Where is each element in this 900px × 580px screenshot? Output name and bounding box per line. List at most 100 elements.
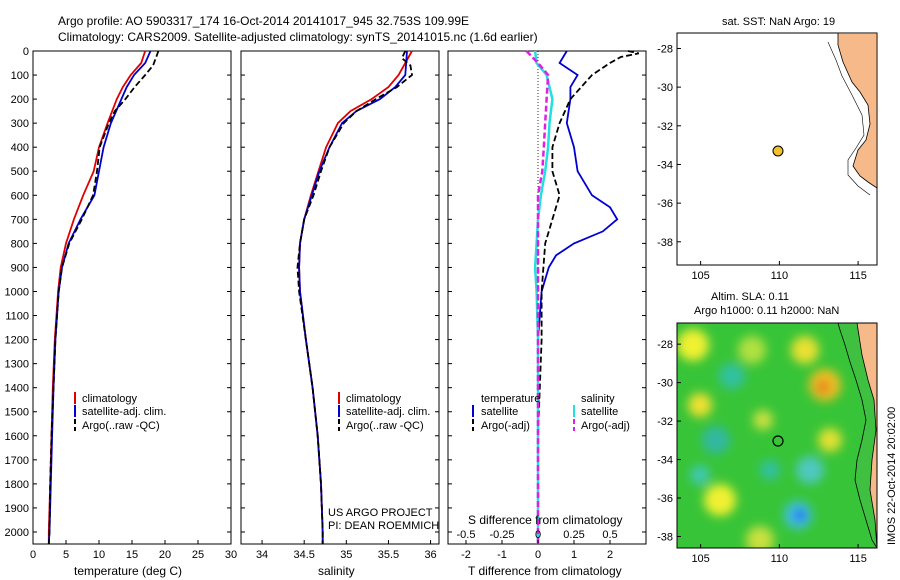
title-line-2: Climatology: CARS2009. Satellite-adjuste… [58, 30, 538, 44]
difference-x-axis: -2 -1 0 1 2 -0.5 -0.25 0 0.25 0.5 [457, 529, 618, 561]
depth-tick-label: 500 [11, 166, 29, 178]
depth-tick-label: 300 [11, 118, 29, 130]
sla-field [677, 323, 877, 548]
sla-map-title-1: Altim. SLA: 0.11 [711, 291, 789, 303]
depth-tick-label: 900 [11, 262, 29, 274]
x-tick-label-salinity: -0.25 [489, 529, 514, 541]
depth-tick-label: 1200 [5, 335, 29, 347]
difference-xlabel: T difference from climatology [468, 564, 622, 578]
map-y-tick-label: -36 [657, 493, 673, 505]
depth-axis: 0 100 200 300 400 500 600 700 800 900 1000 1100 1200… [5, 46, 646, 539]
x-tick-label: 15 [126, 549, 138, 561]
salinity-panel-frame [240, 50, 440, 545]
series-line-salinity-argo-adj- [525, 50, 550, 544]
series-line-climatology [47, 50, 147, 544]
x-tick-label: 25 [192, 549, 204, 561]
sst-map-axes: 105 110 115 -28 -30 -32 -34 -36 -38 [657, 43, 867, 282]
x-tick-label: 0 [30, 549, 36, 561]
map-y-tick-label: -38 [657, 237, 673, 249]
depth-tick-label: 800 [11, 238, 29, 250]
salinity-x-axis: 34 34.5 35 35.5 36 [256, 540, 437, 561]
imos-stamp: IMOS 22-Oct-2014 20:02:00 [886, 407, 898, 545]
legend-label-sal-satellite: satellite [581, 406, 618, 418]
map-y-tick-label: -30 [657, 378, 673, 390]
x-tick-label: 2 [607, 549, 613, 561]
salinity-xlabel: salinity [318, 564, 355, 578]
legend-label-argo: Argo(..raw -QC) [82, 420, 160, 432]
x-tick-label-salinity: 0.25 [563, 529, 584, 541]
x-tick-label: 30 [225, 549, 237, 561]
map-y-tick-label: -32 [657, 121, 673, 133]
depth-tick-label: 1300 [5, 359, 29, 371]
sst-argo-marker [772, 145, 784, 157]
credit-project: US ARGO PROJECT [328, 507, 433, 519]
map-x-tick-label: 105 [691, 270, 709, 282]
map-x-tick-label: 110 [771, 270, 789, 282]
sla-map-title-2: Argo h1000: 0.11 h2000: NaN [694, 305, 839, 317]
sst-map-isobath [827, 41, 871, 196]
depth-tick-label: 1100 [5, 311, 29, 323]
difference-xlabel-top: S difference from climatology [468, 513, 623, 527]
sla-argo-marker [772, 435, 784, 447]
depth-tick-label: 600 [11, 190, 29, 202]
x-tick-label: -1 [497, 549, 507, 561]
series-line-argo-raw-qc- [47, 50, 160, 545]
difference-panel-frame [447, 50, 647, 545]
difference-profiles [525, 50, 639, 544]
map-y-tick-label: -30 [657, 82, 673, 94]
legend-label-sal-argo: Argo(-adj) [581, 420, 630, 432]
series-line-argo-raw-qc- [296, 50, 413, 544]
temperature-xlabel: temperature (deg C) [74, 564, 182, 578]
sst-map-land [837, 32, 878, 189]
depth-tick-label: 1900 [5, 503, 29, 515]
sst-map: sat. SST: NaN Argo: 19 105 110 115 -28 -30 -3… [657, 16, 878, 282]
x-tick-label: 34 [256, 549, 268, 561]
depth-tick-label: 400 [11, 142, 29, 154]
series-line-satellite-adj-clim- [47, 50, 152, 545]
map-y-tick-label: -28 [657, 43, 673, 55]
depth-tick-label: 0 [23, 46, 29, 58]
difference-legend: temperature salinity satellite Argo(-adj… [472, 393, 630, 432]
series-line-temperature-argo-adj- [537, 50, 639, 544]
temperature-x-axis: 0 5 10 15 20 25 30 [30, 540, 237, 561]
x-tick-label-salinity: 0 [535, 529, 541, 541]
map-y-tick-label: -34 [657, 159, 673, 171]
depth-tick-label: 1500 [5, 407, 29, 419]
title-line-1: Argo profile: AO 5903317_174 16-Oct-2014… [58, 14, 469, 28]
x-tick-label: 36 [424, 549, 436, 561]
depth-tick-label: 100 [11, 70, 29, 82]
depth-tick-label: 1600 [5, 431, 29, 443]
legend-label-argo: Argo(..raw -QC) [346, 420, 424, 432]
map-x-tick-label: 105 [691, 553, 709, 565]
x-tick-label: 35.5 [378, 549, 399, 561]
legend-label-temp-argo: Argo(-adj) [481, 420, 530, 432]
map-y-tick-label: -34 [657, 455, 673, 467]
credit-pi: PI: DEAN ROEMMICH [328, 520, 439, 532]
map-x-tick-label: 115 [849, 270, 867, 282]
depth-tick-label: 1700 [5, 455, 29, 467]
map-x-tick-label: 110 [771, 553, 789, 565]
temperature-legend: climatology satellite-adj. clim. Argo(..… [74, 392, 166, 432]
legend-label-satellite: satellite-adj. clim. [82, 406, 166, 418]
sst-map-title: sat. SST: NaN Argo: 19 [722, 16, 835, 28]
x-tick-label: 5 [63, 549, 69, 561]
legend-title-salinity: salinity [581, 393, 615, 405]
map-y-tick-label: -36 [657, 198, 673, 210]
legend-title-temperature: temperature [481, 393, 540, 405]
map-y-tick-label: -28 [657, 339, 673, 351]
sla-map-axes: 105 110 115 -28 -30 -32 -34 -36 -38 [657, 339, 867, 565]
sla-map-frame [676, 322, 878, 549]
series-line-climatology [298, 50, 413, 544]
legend-label-temp-satellite: satellite [481, 406, 518, 418]
depth-tick-label: 700 [11, 214, 29, 226]
depth-tick-label: 200 [11, 94, 29, 106]
x-tick-label: 35 [340, 549, 352, 561]
x-tick-label-salinity: 0.5 [602, 529, 617, 541]
depth-tick-label: 1800 [5, 479, 29, 491]
x-tick-label: 0 [535, 549, 541, 561]
x-tick-label: 10 [93, 549, 105, 561]
map-x-tick-label: 115 [849, 553, 867, 565]
x-tick-label: 34.5 [293, 549, 314, 561]
x-tick-label: 1 [571, 549, 577, 561]
